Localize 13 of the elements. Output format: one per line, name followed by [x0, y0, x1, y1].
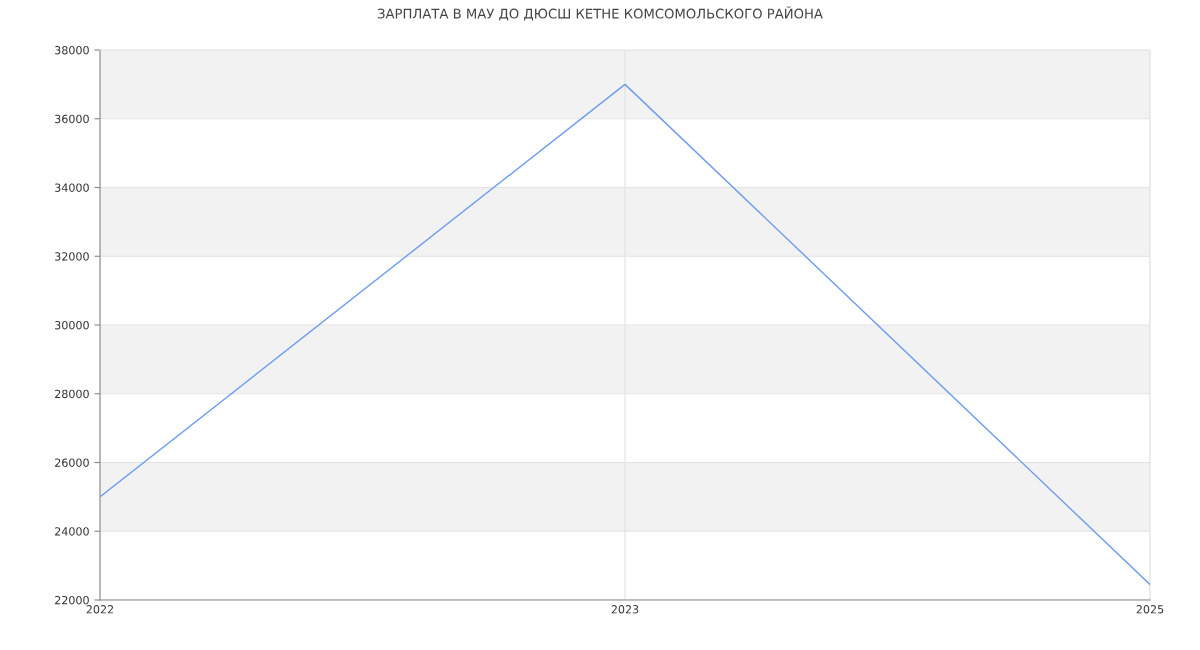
chart-title: ЗАРПЛАТА В МАУ ДО ДЮСШ КЕТНЕ КОМСОМОЛЬСКОГО РАЙОНА [377, 6, 823, 21]
y-tick-label: 32000 [55, 252, 89, 261]
y-tick-label: 36000 [55, 114, 89, 124]
y-tick-label: 34000 [55, 183, 89, 192]
y-tick-label: 28000 [55, 389, 89, 399]
x-tick-label: 2025 [1136, 605, 1164, 614]
y-tick-label: 26000 [55, 458, 89, 467]
y-tick-label: 30000 [55, 320, 89, 330]
y-tick-label: 24000 [55, 527, 89, 536]
x-tick-label: 2023 [611, 605, 639, 614]
x-tick-label: 2022 [86, 605, 114, 614]
y-tick-label: 22000 [55, 595, 89, 605]
y-tick-label: 38000 [55, 45, 89, 55]
